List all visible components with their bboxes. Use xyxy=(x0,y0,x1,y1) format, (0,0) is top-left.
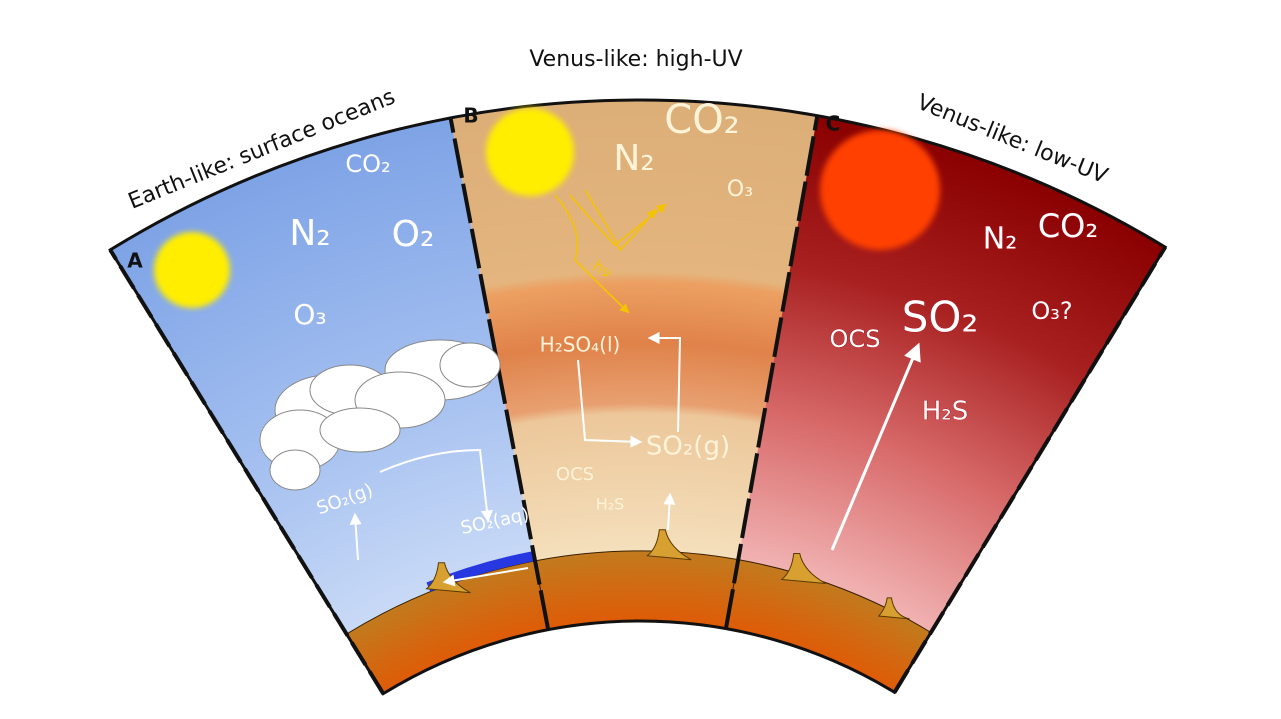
sectors xyxy=(108,98,1168,696)
species: CO₂ xyxy=(664,97,739,143)
arrows xyxy=(349,332,921,587)
sun xyxy=(154,232,230,308)
species: CO₂ xyxy=(1038,207,1098,245)
volcano xyxy=(877,597,910,620)
panel-title: Venus-like: high-UV xyxy=(529,47,742,72)
panel-label: A xyxy=(127,249,143,273)
species: O₃ xyxy=(727,177,753,202)
species: SO₂ xyxy=(902,293,979,342)
divider xyxy=(723,115,820,629)
divider xyxy=(108,248,385,695)
outline xyxy=(108,98,1168,696)
panel-label: C xyxy=(826,112,841,136)
species: N₂ xyxy=(289,213,330,254)
species: H₂S xyxy=(922,397,968,427)
atmosphere xyxy=(450,99,818,561)
species: O₃ xyxy=(293,298,326,331)
volcano xyxy=(780,552,826,584)
species: H₂SO₄(l) xyxy=(540,333,621,357)
volcano xyxy=(646,529,692,561)
divider xyxy=(448,117,551,631)
atmosphere xyxy=(738,115,1166,633)
uv-arrows xyxy=(554,189,667,314)
species: N₂ xyxy=(613,138,654,179)
species: OCS xyxy=(556,464,594,485)
ground xyxy=(534,550,739,631)
panel-label: B xyxy=(463,104,478,128)
sun xyxy=(486,108,574,196)
species: O₃? xyxy=(1031,297,1072,325)
sun xyxy=(820,130,940,250)
species: H₂S xyxy=(596,495,625,514)
species: O₂ xyxy=(392,214,435,255)
species: CO₂ xyxy=(345,150,390,178)
divider xyxy=(892,246,1167,694)
species: SO₂(g) xyxy=(646,432,730,462)
species: N₂ xyxy=(983,222,1017,257)
species: OCS xyxy=(830,325,881,353)
clouds xyxy=(259,339,501,491)
